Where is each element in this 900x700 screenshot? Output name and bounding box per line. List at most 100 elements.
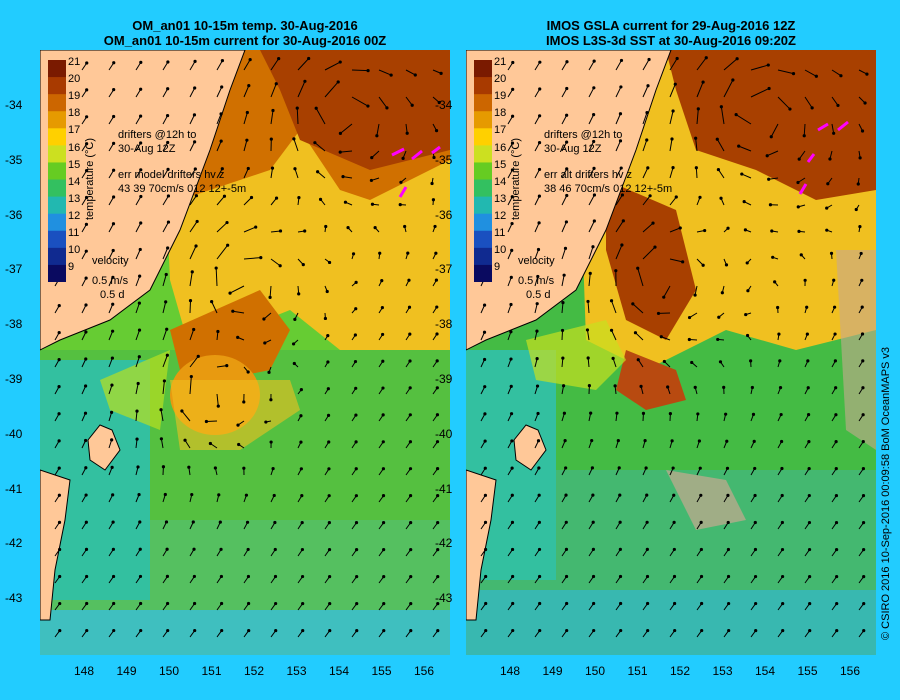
velocity-arrow-head: [767, 177, 771, 181]
velocity-arrow-head: [84, 249, 88, 253]
velocity-arrow-head: [720, 291, 724, 295]
velocity-arrow-head: [263, 341, 267, 345]
left-colorbar-tick: 19: [68, 90, 81, 103]
velocity-arrow-head: [509, 275, 513, 279]
velocity-arrow: [798, 150, 806, 160]
velocity-arrow-head: [190, 270, 194, 274]
velocity-arrow-head: [138, 247, 142, 252]
left-colorbar-tick: 14: [68, 175, 81, 188]
velocity-arrow-head: [111, 275, 115, 279]
velocity-arrow-head: [408, 332, 412, 336]
velocity-arrow-head: [354, 521, 359, 525]
velocity-arrow-head: [354, 386, 358, 390]
right-longitude-label: 154: [754, 664, 776, 678]
velocity-arrow-head: [437, 100, 441, 105]
left-velocity-scale: 0.5 m/s: [92, 275, 129, 287]
right-colorbar: [474, 60, 492, 282]
velocity-arrow-head: [856, 182, 860, 186]
colorbar-segment: [48, 213, 66, 232]
velocity-arrow-head: [112, 114, 116, 119]
velocity-arrow-head: [537, 520, 541, 524]
velocity-arrow-head: [832, 131, 836, 135]
colorbar-segment: [474, 230, 492, 249]
velocity-arrow-head: [562, 411, 566, 415]
velocity-arrow-head: [381, 386, 385, 390]
velocity-arrow: [717, 169, 725, 179]
velocity-arrow: [588, 220, 595, 233]
velocity-arrow-head: [139, 221, 143, 225]
velocity-arrow: [642, 85, 649, 98]
colorbar-segment: [474, 247, 492, 266]
velocity-arrow-head: [619, 58, 624, 63]
velocity-arrow-head: [753, 466, 757, 471]
velocity-arrow: [296, 108, 299, 125]
velocity-arrow-head: [563, 246, 568, 250]
velocity-arrow-head: [84, 357, 88, 361]
right-colorbar-tick: 14: [494, 175, 507, 188]
velocity-arrow-head: [484, 601, 488, 606]
velocity-arrow-head: [57, 520, 62, 524]
velocity-arrow-head: [301, 601, 305, 606]
velocity-arrow-head: [399, 180, 403, 184]
velocity-arrow-head: [753, 574, 758, 579]
velocity-arrow-head: [180, 409, 184, 413]
velocity-arrow-head: [564, 493, 568, 497]
velocity-arrow: [189, 356, 199, 368]
left-longitude-label: 151: [201, 664, 222, 678]
velocity-arrow-head: [246, 574, 251, 579]
velocity-arrow-head: [825, 206, 829, 210]
velocity-arrow-head: [139, 168, 143, 172]
velocity-arrow-head: [262, 317, 266, 321]
velocity-arrow-head: [802, 134, 806, 138]
velocity-arrow-head: [727, 601, 731, 606]
velocity-arrow-head: [84, 330, 88, 334]
velocity-arrow-head: [110, 356, 115, 360]
velocity-arrow-head: [592, 219, 596, 223]
velocity-arrow-head: [690, 360, 694, 365]
velocity-arrow-head: [85, 142, 89, 146]
velocity-arrow-head: [561, 301, 565, 305]
velocity-arrow: [270, 83, 277, 98]
velocity-arrow-head: [674, 195, 678, 199]
velocity-arrow-head: [436, 628, 440, 633]
velocity-arrow-head: [278, 264, 282, 268]
velocity-arrow: [735, 114, 752, 125]
velocity-arrow-head: [389, 73, 393, 77]
velocity-arrow-head: [236, 423, 240, 427]
velocity-arrow-head: [159, 408, 163, 412]
left-error-note: err model drifters hv z 43 39 70cm/s 012…: [118, 169, 247, 195]
velocity-arrow: [135, 302, 140, 314]
velocity-arrow-head: [538, 114, 542, 118]
velocity-arrow-head: [483, 439, 487, 443]
velocity-arrow: [588, 87, 595, 98]
velocity-arrow-head: [196, 354, 200, 358]
velocity-arrow-head: [274, 628, 278, 633]
velocity-arrow-head: [159, 437, 163, 441]
velocity-arrow-head: [214, 266, 218, 270]
colorbar-segment: [48, 196, 66, 215]
velocity-arrow-head: [725, 439, 729, 443]
velocity-arrow-head: [111, 195, 116, 199]
right-longitude-label: 148: [499, 664, 521, 678]
velocity-arrow-head: [57, 439, 61, 443]
velocity-arrow-head: [765, 154, 769, 158]
velocity-arrow: [189, 168, 196, 179]
right-colorbar-tick: 16: [494, 141, 507, 154]
right-longitude-label: 156: [839, 664, 861, 678]
velocity-arrow-head: [245, 110, 249, 115]
velocity-arrow-head: [700, 601, 704, 606]
velocity-arrow-head: [537, 141, 542, 145]
velocity-arrow-head: [354, 440, 358, 444]
velocity-arrow-head: [220, 628, 224, 633]
velocity-arrow-head: [858, 156, 862, 160]
velocity-arrow-head: [300, 574, 305, 579]
velocity-arrow-head: [803, 278, 807, 282]
velocity-arrow-head: [135, 409, 139, 413]
velocity-arrow: [695, 167, 698, 179]
velocity-arrow-head: [189, 374, 193, 379]
velocity-arrow-head: [408, 467, 413, 471]
velocity-arrow: [831, 96, 839, 106]
velocity-arrow: [189, 271, 193, 287]
velocity-arrow-head: [301, 262, 305, 267]
colorbar-segment: [474, 145, 492, 163]
